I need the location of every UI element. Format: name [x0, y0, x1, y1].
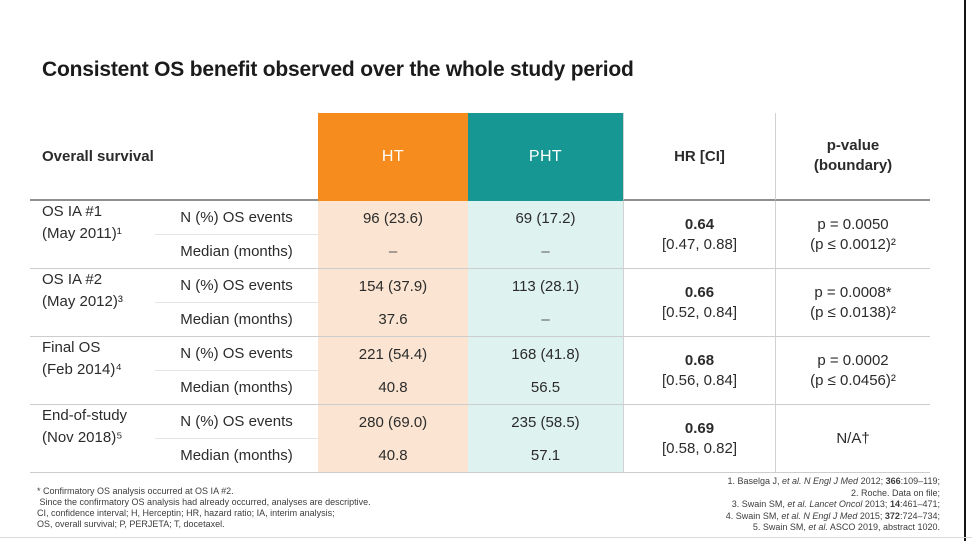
- cell-pht-events: 69 (17.2): [468, 201, 623, 235]
- row-label-line2: (Feb 2014)⁴: [42, 361, 122, 378]
- metric-label-median: Median (months): [155, 235, 318, 269]
- row-label-line2: (May 2011)¹: [42, 225, 122, 242]
- footnote-line: OS, overall survival; P, PERJETA; T, doc…: [37, 519, 225, 529]
- hr-value: 0.69: [684, 419, 715, 437]
- cell-pht-median: 56.5: [468, 371, 623, 405]
- cell-ht-events: 280 (69.0): [318, 405, 468, 439]
- column-header-pht: PHT: [468, 113, 623, 201]
- hr-value: 0.66: [684, 283, 715, 301]
- cell-pht-events: 168 (41.8): [468, 337, 623, 371]
- pvalue-line1: p = 0.0050: [817, 215, 889, 233]
- cell-ht-median: –: [318, 235, 468, 269]
- column-header-hr-ci: HR [CI]: [623, 113, 775, 201]
- metric-label-median: Median (months): [155, 439, 318, 473]
- pvalue-line2: (p ≤ 0.0456)²: [810, 371, 896, 389]
- pvalue-line1: p = 0.0008*: [814, 283, 892, 301]
- row-label-end-of-study: End-of-study (Nov 2018)⁵: [30, 405, 155, 473]
- hr-value: 0.64: [684, 215, 715, 233]
- row-label-line2: (Nov 2018)⁵: [42, 429, 123, 446]
- page-title: Consistent OS benefit observed over the …: [42, 58, 634, 81]
- overall-survival-table: Overall survival HT PHT HR [CI] p-value …: [30, 113, 930, 473]
- reference-line: 3. Swain SM, et al. Lancet Oncol 2013; 1…: [731, 499, 940, 509]
- footnotes: * Confirmatory OS analysis occurred at O…: [37, 486, 371, 530]
- ci-value: [0.52, 0.84]: [661, 303, 738, 321]
- column-header-overall-survival: Overall survival: [30, 113, 318, 201]
- cell-ht-events: 96 (23.6): [318, 201, 468, 235]
- reference-line: 4. Swain SM, et al. N Engl J Med 2015; 3…: [725, 510, 940, 521]
- row-label-final-os: Final OS (Feb 2014)⁴: [30, 337, 155, 405]
- row-label-line1: OS IA #2: [42, 271, 103, 288]
- ci-value: [0.47, 0.88]: [661, 235, 738, 253]
- row-label-line2: (May 2012)³: [42, 293, 123, 310]
- footnote-line: CI, confidence interval; H, Herceptin; H…: [37, 508, 335, 518]
- cell-pvalue: N/A†: [775, 405, 930, 473]
- pvalue-line1: N/A†: [836, 429, 870, 447]
- column-header-ht: HT: [318, 113, 468, 201]
- reference-line: 1. Baselga J, et al. N Engl J Med 2012; …: [727, 476, 940, 486]
- slide-right-border: [964, 0, 966, 541]
- row-label-os-ia-2: OS IA #2 (May 2012)³: [30, 269, 155, 337]
- cell-ht-events: 221 (54.4): [318, 337, 468, 371]
- metric-label-events: N (%) OS events: [155, 405, 318, 439]
- reference-line: 5. Swain SM, et al. ASCO 2019, abstract …: [752, 522, 940, 532]
- references: 1. Baselga J, et al. N Engl J Med 2012; …: [726, 476, 940, 534]
- row-label-os-ia-1: OS IA #1 (May 2011)¹: [30, 201, 155, 269]
- cell-hr-ci: 0.68 [0.56, 0.84]: [623, 337, 775, 405]
- cell-pht-median: –: [468, 235, 623, 269]
- cell-ht-median: 37.6: [318, 303, 468, 337]
- cell-hr-ci: 0.66 [0.52, 0.84]: [623, 269, 775, 337]
- cell-ht-median: 40.8: [318, 439, 468, 473]
- cell-pht-events: 235 (58.5): [468, 405, 623, 439]
- pvalue-line1: p = 0.0002: [817, 351, 889, 369]
- pvalue-header-line1: p-value: [826, 137, 880, 154]
- column-header-pvalue: p-value (boundary): [775, 113, 930, 201]
- metric-label-events: N (%) OS events: [155, 269, 318, 303]
- cell-ht-events: 154 (37.9): [318, 269, 468, 303]
- pvalue-header-line2: (boundary): [813, 157, 893, 174]
- metric-label-events: N (%) OS events: [155, 201, 318, 235]
- reference-line: 2. Roche. Data on file;: [850, 487, 940, 498]
- cell-pvalue: p = 0.0002 (p ≤ 0.0456)²: [775, 337, 930, 405]
- slide-bottom-line: [0, 537, 972, 538]
- metric-label-median: Median (months): [155, 303, 318, 337]
- cell-pvalue: p = 0.0050 (p ≤ 0.0012)²: [775, 201, 930, 269]
- pvalue-line2: (p ≤ 0.0012)²: [810, 235, 896, 253]
- row-label-line1: End-of-study: [42, 407, 128, 424]
- ci-value: [0.58, 0.82]: [661, 439, 738, 457]
- metric-label-median: Median (months): [155, 371, 318, 405]
- row-label-line1: OS IA #1: [42, 203, 103, 220]
- cell-ht-median: 40.8: [318, 371, 468, 405]
- cell-pht-median: 57.1: [468, 439, 623, 473]
- cell-hr-ci: 0.69 [0.58, 0.82]: [623, 405, 775, 473]
- metric-label-events: N (%) OS events: [155, 337, 318, 371]
- cell-pht-events: 113 (28.1): [468, 269, 623, 303]
- cell-hr-ci: 0.64 [0.47, 0.88]: [623, 201, 775, 269]
- cell-pht-median: –: [468, 303, 623, 337]
- row-label-line1: Final OS: [42, 339, 101, 356]
- footnote-line: * Confirmatory OS analysis occurred at O…: [37, 486, 234, 496]
- hr-value: 0.68: [684, 351, 715, 369]
- pvalue-line2: (p ≤ 0.0138)²: [810, 303, 896, 321]
- cell-pvalue: p = 0.0008* (p ≤ 0.0138)²: [775, 269, 930, 337]
- footnote-line: Since the confirmatory OS analysis had a…: [37, 497, 371, 507]
- ci-value: [0.56, 0.84]: [661, 371, 738, 389]
